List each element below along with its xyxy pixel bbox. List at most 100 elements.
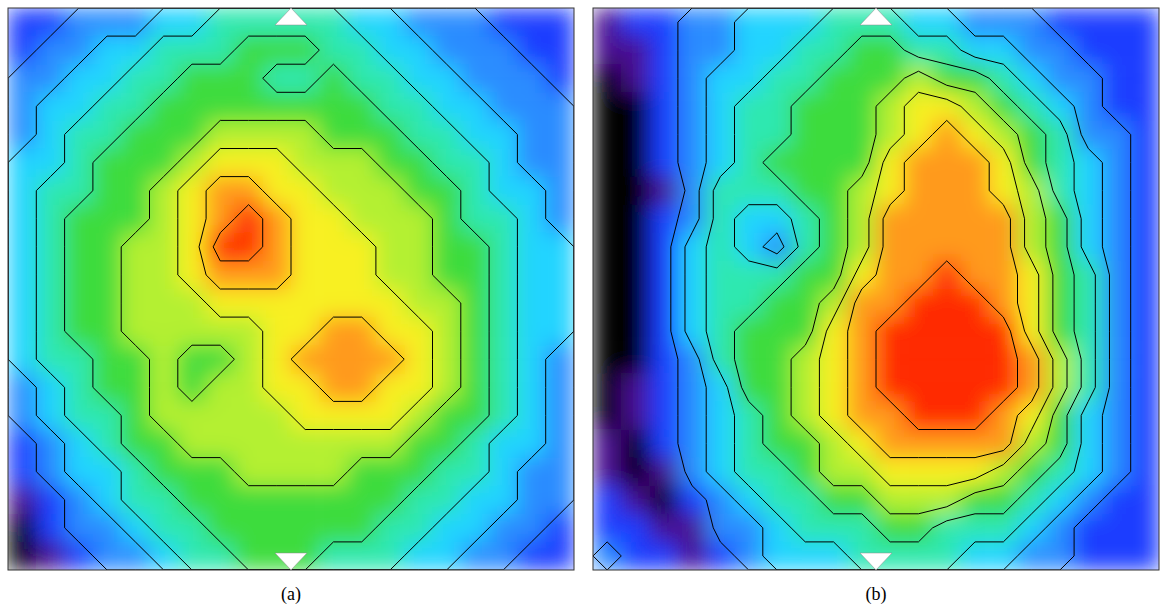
cell [1074, 373, 1103, 402]
cell [178, 177, 207, 206]
cell [1131, 458, 1159, 487]
cell [1018, 8, 1047, 37]
cell [989, 64, 1018, 93]
cell [904, 36, 933, 65]
cell [517, 149, 546, 178]
cell [593, 8, 622, 37]
cell [961, 36, 990, 65]
cell [263, 401, 292, 430]
cell [263, 514, 292, 543]
cell [348, 486, 377, 515]
cell [376, 401, 405, 430]
cell [376, 542, 405, 570]
cell [989, 289, 1018, 318]
cell [8, 345, 37, 374]
cell [404, 317, 433, 346]
cell [1131, 36, 1159, 65]
cell [678, 514, 707, 543]
cell [546, 92, 574, 121]
cell [678, 233, 707, 262]
cell [989, 317, 1018, 346]
cell [1131, 92, 1159, 121]
cell [989, 8, 1018, 37]
cell [36, 514, 65, 543]
cell [1131, 120, 1159, 149]
cell [319, 373, 348, 402]
cell [989, 120, 1018, 149]
cell [489, 92, 518, 121]
cell [735, 289, 764, 318]
cell [989, 373, 1018, 402]
cell [876, 317, 905, 346]
cell [1046, 289, 1075, 318]
cell [735, 401, 764, 430]
cell [1018, 177, 1047, 206]
cell [121, 261, 150, 290]
cell [206, 401, 235, 430]
cell [461, 542, 490, 570]
cell [517, 92, 546, 121]
cell [1074, 177, 1103, 206]
cell [234, 401, 263, 430]
cell [848, 430, 877, 459]
cell [65, 205, 94, 234]
contour-line [593, 8, 1131, 570]
cell [517, 36, 546, 65]
cell [735, 64, 764, 93]
cell [65, 345, 94, 374]
cell [8, 177, 37, 206]
cell [848, 345, 877, 374]
figure: (a)(b) [0, 0, 1167, 609]
cell [1102, 430, 1131, 459]
cell [93, 92, 122, 121]
cells [8, 8, 574, 570]
cell [593, 36, 622, 65]
cell [291, 373, 320, 402]
cell [1131, 261, 1159, 290]
contour-line [706, 8, 1095, 570]
cell [206, 345, 235, 374]
cell [904, 542, 933, 570]
cell [933, 120, 962, 149]
cell [489, 233, 518, 262]
cell [150, 64, 179, 93]
cell [404, 205, 433, 234]
cell [150, 317, 179, 346]
cell [621, 289, 650, 318]
cell [8, 36, 37, 65]
cell [735, 345, 764, 374]
cell [819, 261, 848, 290]
cell [848, 92, 877, 121]
cell [650, 177, 679, 206]
cell [263, 430, 292, 459]
cell [121, 64, 150, 93]
cell [150, 177, 179, 206]
cell [678, 373, 707, 402]
cell [546, 345, 574, 374]
cell [933, 177, 962, 206]
cell [121, 8, 150, 37]
cell [1131, 64, 1159, 93]
cell [121, 149, 150, 178]
cell [36, 205, 65, 234]
cell [150, 205, 179, 234]
cell [650, 233, 679, 262]
cell [36, 486, 65, 515]
cell [1046, 486, 1075, 515]
cell [593, 317, 622, 346]
cell [650, 289, 679, 318]
cell [36, 36, 65, 65]
cell [489, 36, 518, 65]
cell [234, 345, 263, 374]
cell [93, 430, 122, 459]
cell [621, 205, 650, 234]
cell [234, 514, 263, 543]
cell [489, 289, 518, 318]
cell [678, 317, 707, 346]
cell [650, 261, 679, 290]
cell [517, 401, 546, 430]
cell [319, 149, 348, 178]
cell [904, 92, 933, 121]
cell [678, 120, 707, 149]
cell [263, 92, 292, 121]
